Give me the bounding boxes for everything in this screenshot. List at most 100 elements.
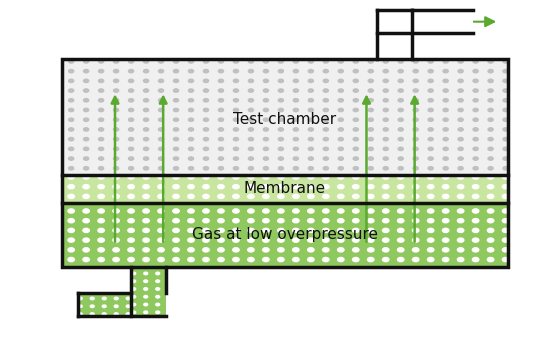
Circle shape bbox=[173, 157, 179, 160]
Circle shape bbox=[128, 238, 134, 242]
Circle shape bbox=[143, 257, 149, 262]
Circle shape bbox=[188, 228, 194, 232]
Circle shape bbox=[472, 209, 479, 213]
Circle shape bbox=[398, 147, 403, 151]
Circle shape bbox=[98, 194, 104, 198]
Circle shape bbox=[473, 128, 478, 131]
Circle shape bbox=[143, 137, 149, 141]
Circle shape bbox=[338, 137, 343, 141]
Circle shape bbox=[368, 175, 374, 179]
Circle shape bbox=[158, 219, 164, 223]
Circle shape bbox=[502, 228, 509, 232]
Circle shape bbox=[458, 147, 463, 151]
Bar bbox=[131, 267, 166, 316]
Circle shape bbox=[412, 185, 419, 189]
Circle shape bbox=[173, 257, 179, 262]
Circle shape bbox=[502, 238, 509, 242]
Circle shape bbox=[412, 175, 419, 179]
Circle shape bbox=[488, 157, 493, 160]
Circle shape bbox=[128, 219, 134, 223]
Circle shape bbox=[68, 194, 74, 198]
Circle shape bbox=[293, 257, 299, 262]
Circle shape bbox=[83, 99, 89, 102]
Bar bbox=[62, 175, 508, 203]
Circle shape bbox=[293, 147, 299, 151]
Circle shape bbox=[308, 147, 314, 151]
Circle shape bbox=[443, 89, 448, 92]
Circle shape bbox=[83, 79, 89, 83]
Circle shape bbox=[427, 228, 434, 232]
Circle shape bbox=[338, 99, 343, 102]
Circle shape bbox=[98, 238, 104, 242]
Circle shape bbox=[323, 60, 328, 63]
Circle shape bbox=[442, 248, 449, 252]
Circle shape bbox=[383, 157, 388, 160]
Circle shape bbox=[353, 69, 358, 73]
Circle shape bbox=[68, 79, 74, 83]
Circle shape bbox=[487, 194, 494, 198]
Circle shape bbox=[203, 99, 209, 102]
Circle shape bbox=[263, 69, 269, 73]
Circle shape bbox=[368, 118, 373, 121]
Circle shape bbox=[353, 257, 359, 262]
Circle shape bbox=[398, 238, 404, 242]
Circle shape bbox=[113, 238, 119, 242]
Circle shape bbox=[398, 167, 403, 170]
Circle shape bbox=[278, 167, 284, 170]
Circle shape bbox=[398, 194, 404, 198]
Circle shape bbox=[158, 248, 164, 252]
Circle shape bbox=[368, 128, 373, 131]
Circle shape bbox=[323, 209, 329, 213]
Circle shape bbox=[114, 305, 118, 307]
Circle shape bbox=[218, 238, 224, 242]
Circle shape bbox=[458, 108, 463, 112]
Circle shape bbox=[473, 147, 478, 151]
Circle shape bbox=[503, 157, 508, 160]
Text: Membrane: Membrane bbox=[244, 181, 326, 196]
Circle shape bbox=[368, 219, 374, 223]
Circle shape bbox=[383, 228, 389, 232]
Circle shape bbox=[488, 137, 493, 141]
Circle shape bbox=[398, 99, 403, 102]
Circle shape bbox=[98, 60, 104, 63]
Circle shape bbox=[457, 238, 464, 242]
Circle shape bbox=[113, 60, 119, 63]
Circle shape bbox=[293, 137, 299, 141]
Circle shape bbox=[293, 69, 299, 73]
Circle shape bbox=[323, 175, 329, 179]
Circle shape bbox=[413, 60, 418, 63]
Circle shape bbox=[203, 157, 209, 160]
Circle shape bbox=[488, 167, 493, 170]
Circle shape bbox=[293, 79, 299, 83]
Circle shape bbox=[473, 60, 478, 63]
Circle shape bbox=[293, 175, 299, 179]
Circle shape bbox=[233, 157, 239, 160]
Circle shape bbox=[158, 238, 164, 242]
Circle shape bbox=[248, 175, 254, 179]
Circle shape bbox=[158, 185, 164, 189]
Circle shape bbox=[132, 311, 136, 314]
Circle shape bbox=[278, 128, 284, 131]
Circle shape bbox=[323, 157, 328, 160]
Circle shape bbox=[353, 147, 358, 151]
Circle shape bbox=[502, 194, 509, 198]
Circle shape bbox=[83, 185, 89, 189]
Circle shape bbox=[83, 147, 89, 151]
Circle shape bbox=[233, 194, 239, 198]
Circle shape bbox=[502, 209, 509, 213]
Circle shape bbox=[442, 228, 449, 232]
Circle shape bbox=[278, 238, 284, 242]
Circle shape bbox=[218, 248, 224, 252]
Circle shape bbox=[323, 128, 328, 131]
Circle shape bbox=[102, 297, 106, 300]
Circle shape bbox=[218, 79, 224, 83]
Circle shape bbox=[278, 194, 284, 198]
Circle shape bbox=[443, 99, 448, 102]
Circle shape bbox=[113, 209, 119, 213]
Circle shape bbox=[218, 228, 224, 232]
Circle shape bbox=[158, 79, 164, 83]
Circle shape bbox=[293, 108, 299, 112]
Circle shape bbox=[98, 79, 104, 83]
Circle shape bbox=[398, 79, 403, 83]
Circle shape bbox=[293, 228, 299, 232]
